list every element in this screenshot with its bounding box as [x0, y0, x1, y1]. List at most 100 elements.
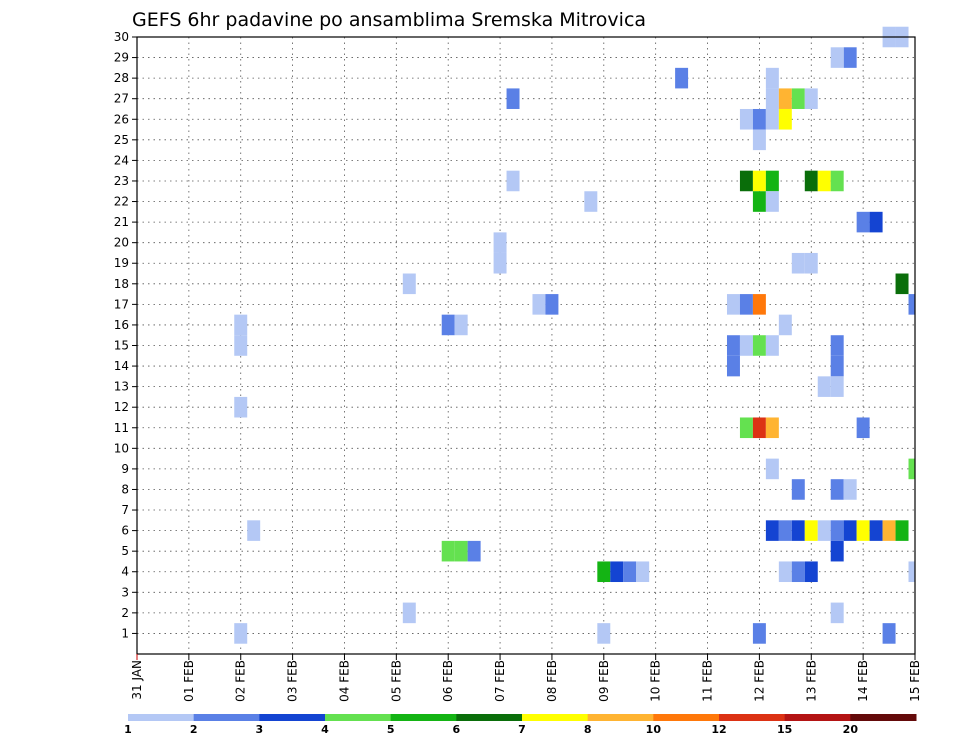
y-axis-members: 1234567891011121314151617181920212223242…: [114, 30, 137, 640]
x-tick-label: 31 JAN: [130, 660, 144, 700]
precip-cell: [856, 211, 870, 233]
precip-cell: [765, 458, 779, 480]
precip-cell: [791, 520, 805, 541]
precip-cell: [493, 252, 507, 274]
precip-cell: [908, 458, 915, 480]
precip-cells: [234, 26, 915, 644]
precip-cell: [597, 623, 611, 644]
x-tick-label: 15 FEB: [908, 660, 922, 702]
precip-cell: [830, 335, 844, 356]
precip-cell: [830, 520, 844, 541]
precip-cell: [402, 602, 416, 624]
precip-cell: [506, 88, 520, 109]
precip-cell: [843, 479, 857, 500]
precip-cell: [234, 623, 248, 644]
legend-swatch: [193, 714, 260, 721]
legend-swatch: [259, 714, 326, 721]
legend-label: 8: [584, 723, 592, 736]
y-tick-label: 28: [114, 71, 129, 85]
y-tick-label: 1: [121, 626, 129, 640]
y-tick-label: 16: [114, 318, 129, 332]
precip-cell: [636, 561, 650, 583]
precip-cell: [752, 417, 766, 439]
precip-cell: [739, 417, 753, 439]
x-tick-label: 10 FEB: [649, 660, 663, 702]
precip-cell: [752, 335, 766, 356]
y-tick-label: 29: [114, 51, 129, 65]
precip-cell: [830, 355, 844, 377]
precip-cell: [765, 67, 779, 89]
x-tick-label: 04 FEB: [337, 660, 351, 702]
legend-swatch: [325, 714, 392, 721]
legend-swatch: [719, 714, 786, 721]
y-tick-label: 24: [114, 153, 129, 167]
precip-cell: [441, 314, 455, 336]
precip-cell: [752, 191, 766, 212]
precip-cell: [830, 47, 844, 68]
precip-cell: [506, 170, 520, 192]
x-tick-label: 09 FEB: [597, 660, 611, 702]
precip-cell: [441, 540, 455, 562]
precip-cell: [778, 88, 792, 109]
precip-cell: [791, 479, 805, 500]
x-tick-label: 14 FEB: [856, 660, 870, 702]
legend-swatch: [522, 714, 589, 721]
precip-cell: [247, 520, 261, 541]
precip-cell: [584, 191, 598, 212]
precip-cell: [454, 314, 468, 336]
precip-cell: [804, 520, 818, 541]
precip-cell: [739, 170, 753, 192]
precip-cell: [817, 520, 831, 541]
y-tick-label: 25: [114, 133, 129, 147]
precip-cell: [752, 294, 766, 315]
precip-cell: [778, 520, 792, 541]
precip-cell: [804, 170, 818, 192]
precip-cell: [908, 294, 915, 315]
y-tick-label: 7: [121, 503, 129, 517]
precip-cell: [726, 294, 740, 315]
y-tick-label: 14: [114, 359, 129, 373]
legend-swatch: [850, 714, 917, 721]
precip-cell: [765, 335, 779, 356]
precip-cell: [882, 623, 896, 644]
y-tick-label: 3: [121, 585, 129, 599]
precip-cell: [856, 520, 870, 541]
precip-cell: [752, 129, 766, 151]
precip-cell: [778, 314, 792, 336]
x-tick-label: 02 FEB: [234, 660, 248, 702]
precip-cell: [765, 417, 779, 439]
precip-cell: [726, 335, 740, 356]
y-tick-label: 26: [114, 112, 129, 126]
x-tick-label: 12 FEB: [752, 660, 766, 702]
precip-cell: [765, 108, 779, 130]
precip-cell: [882, 520, 896, 541]
legend-swatch: [587, 714, 654, 721]
precip-cell: [804, 561, 818, 583]
precip-cell: [765, 88, 779, 109]
precip-cell: [830, 376, 844, 397]
precip-cell: [765, 191, 779, 212]
legend-swatch: [653, 714, 720, 721]
legend-label: 5: [387, 723, 395, 736]
precip-cell: [752, 623, 766, 644]
precip-cell: [791, 252, 805, 274]
precip-cell: [739, 294, 753, 315]
x-tick-label: 01 FEB: [182, 660, 196, 702]
y-tick-label: 27: [114, 92, 129, 106]
precip-cell: [467, 540, 481, 562]
precip-cell: [830, 479, 844, 500]
precip-cell: [739, 335, 753, 356]
y-tick-label: 12: [114, 400, 129, 414]
precip-cell: [804, 252, 818, 274]
precip-cell: [817, 170, 831, 192]
precip-cell: [739, 108, 753, 130]
precip-cell: [597, 561, 611, 583]
y-tick-label: 5: [121, 544, 129, 558]
legend-label: 12: [711, 723, 726, 736]
precip-cell: [765, 520, 779, 541]
y-tick-label: 30: [114, 30, 129, 44]
y-tick-label: 9: [121, 462, 129, 476]
precip-cell: [752, 108, 766, 130]
x-axis-dates: 31 JAN 01 FEB 02 FEB 03 FEB 04 FEB 05 FEB 06 F…: [130, 654, 922, 702]
precip-cell: [532, 294, 546, 315]
